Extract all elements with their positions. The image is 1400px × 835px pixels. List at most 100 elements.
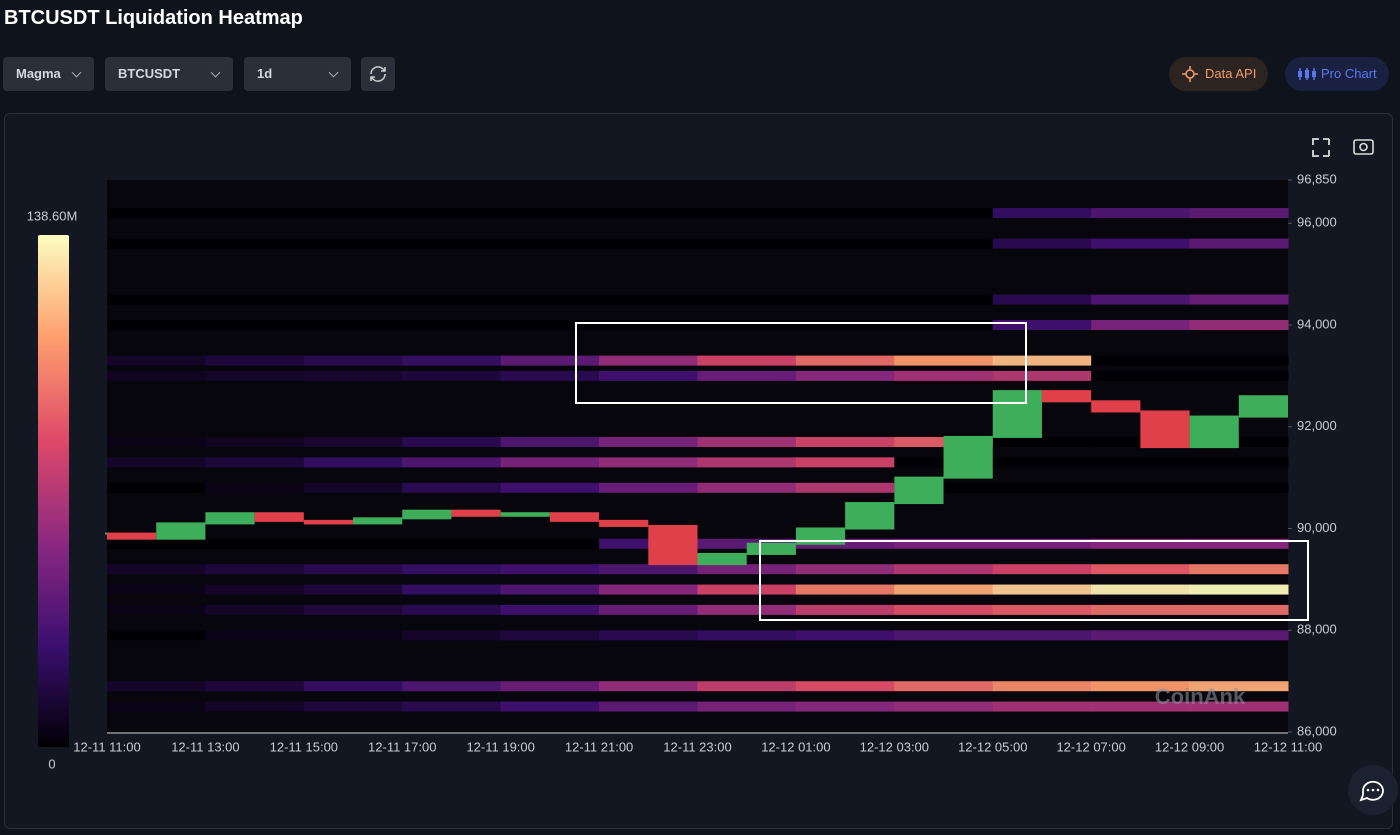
heat-cell [205,584,305,595]
heat-cell [697,630,797,641]
candle [795,527,846,545]
heat-cell [992,584,1092,595]
heat-cell [500,584,600,595]
symbol-select[interactable]: BTCUSDT [105,57,233,91]
heat-cell [697,238,797,249]
heat-cell [205,630,305,641]
candle [107,532,157,540]
heat-cell [1189,482,1289,493]
heat-cell [599,457,698,468]
chat-button[interactable] [1348,765,1398,815]
heat-cell [992,208,1092,219]
heat-cell [697,701,797,712]
refresh-icon [370,66,386,82]
heat-cell [1189,681,1289,692]
heat-cell [1091,604,1191,615]
heat-cell [697,584,797,595]
heat-cell [303,681,403,692]
heat-cell [1189,208,1289,219]
heat-cell [697,319,797,330]
heat-cell [205,482,305,493]
y-tick-label: 96,850 [1297,171,1337,186]
heat-cell [205,437,305,448]
pro-icon [1298,68,1316,80]
refresh-button[interactable] [361,57,395,91]
camera-icon[interactable] [1353,139,1374,155]
x-tick-label: 12-11 11:00 [73,739,140,754]
heat-cell [303,482,403,493]
x-tick-label: 12-12 09:00 [1155,739,1224,754]
heat-cell [205,238,305,249]
heat-cell [795,355,895,366]
colorbar-min: 0 [48,756,55,771]
heat-cell [992,604,1092,615]
heat-cell [795,701,895,712]
heat-cell [599,294,698,305]
heat-cell [992,437,1092,448]
heat-cell [303,294,403,305]
candle [254,512,304,522]
heat-cell [1091,238,1191,249]
heat-cell [894,584,994,595]
heat-cell [107,457,206,468]
y-tick-label: 86,000 [1297,723,1337,738]
heat-cell [500,437,600,448]
heat-cell [402,457,502,468]
heat-cell [107,370,206,381]
heat-cell [107,437,206,448]
heat-cell [303,457,403,468]
colorbar-max: 138.60M [27,208,78,223]
heat-cell [107,584,206,595]
heat-cell [1091,482,1191,493]
fullscreen-icon[interactable] [1312,138,1330,157]
x-tick-label: 12-12 01:00 [761,739,830,754]
heat-cell [697,681,797,692]
heat-cell [107,238,206,249]
heat-cell [992,538,1092,549]
colormap-select[interactable]: Magma [3,57,94,91]
heat-cell [205,294,305,305]
heat-cell [107,482,206,493]
pro-chart-button[interactable]: Pro Chart [1285,57,1389,91]
heat-cell [894,319,994,330]
heat-cell [1091,319,1191,330]
heat-cell [205,319,305,330]
heat-cell [795,437,895,448]
heat-cell [697,370,797,381]
heat-cell [500,604,600,615]
heat-cell [500,482,600,493]
heat-cell [1091,630,1191,641]
heat-cell [697,355,797,366]
data-api-button[interactable]: Data API [1169,57,1269,91]
heat-cell [992,238,1092,249]
range-select[interactable]: 1d [244,57,351,91]
heat-cell [894,630,994,641]
heat-cell [599,319,698,330]
heat-cell [500,630,600,641]
heat-cell [599,584,698,595]
api-icon [1182,66,1198,82]
heat-cell [992,564,1092,575]
heat-cell [303,701,403,712]
x-tick-label: 12-12 05:00 [958,739,1027,754]
heat-cell [599,370,698,381]
heat-cell [992,482,1092,493]
heat-cell [1189,630,1289,641]
x-tick-label: 12-12 07:00 [1056,739,1125,754]
heat-cell [303,630,403,641]
heat-cell [402,604,502,615]
x-tick-label: 12-11 21:00 [565,739,633,754]
heat-cell [205,604,305,615]
heat-cell [1189,701,1289,712]
heat-cell [599,437,698,448]
heat-cell [697,564,797,575]
candle [205,512,255,525]
candle [500,512,550,517]
heat-cell [795,584,895,595]
heat-cell [402,319,502,330]
candle [1189,415,1239,449]
y-tick-label: 96,000 [1297,215,1337,230]
heat-cell [599,238,698,249]
heat-cell [992,355,1092,366]
